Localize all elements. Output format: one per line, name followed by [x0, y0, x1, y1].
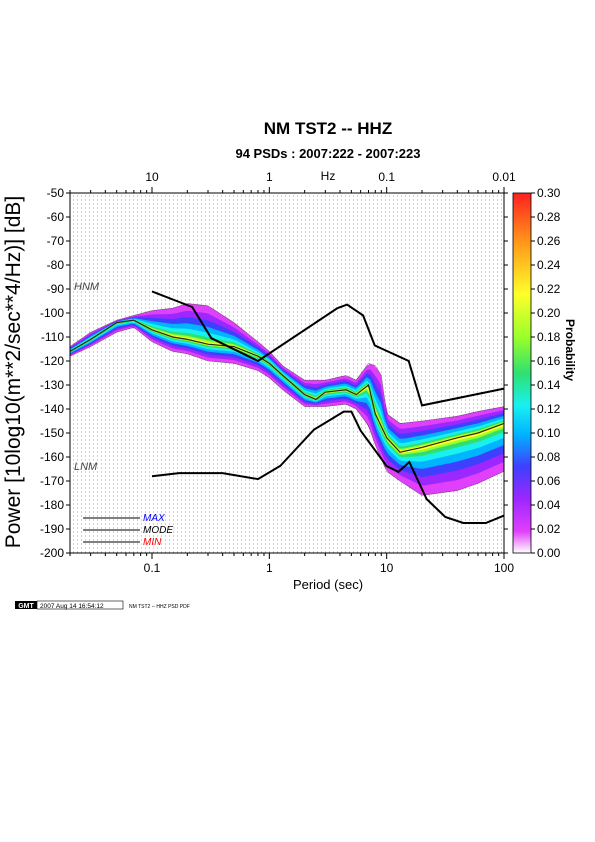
y-tick-label: -200 [40, 546, 64, 560]
legend-max-label: MAX [143, 513, 165, 524]
plot-frame [69, 192, 505, 554]
footer-caption: NM TST2 -- HHZ PSD PDF [129, 604, 190, 610]
y-tick-label: -180 [40, 498, 64, 512]
density-band-4 [70, 319, 504, 462]
colorbar-tick-label: 0.00 [537, 546, 561, 560]
top-tick-label: 0.1 [378, 170, 395, 184]
top-axis: 10 1 0.1 0.01 [145, 170, 516, 184]
x-tick-label: 100 [494, 561, 514, 575]
colorbar-tick-label: 0.20 [537, 306, 561, 320]
y-tick-label: -80 [47, 258, 65, 272]
legend-min-label: MIN [143, 537, 162, 548]
colorbar-tick-label: 0.04 [537, 498, 561, 512]
density-band-6 [70, 320, 504, 455]
footer: GMT 2007 Aug 14 16:54:12 NM TST2 -- HHZ … [15, 600, 190, 610]
colorbar-tick-label: 0.08 [537, 450, 561, 464]
psd-max-line [69, 303, 505, 424]
y-tick-label: -140 [40, 402, 64, 416]
probability-colorbar: 0.00 0.02 0.04 0.06 0.08 0.10 0.12 0.14 0.16 0.18… [512, 186, 561, 560]
colorbar-tick-label: 0.10 [537, 426, 561, 440]
y-tick-label: -70 [47, 234, 65, 248]
chart-title: NM TST2 -- HHZ [264, 119, 392, 138]
colorbar-gradient [512, 192, 532, 554]
density-band-5 [70, 319, 504, 458]
y-tick-label: -160 [40, 450, 64, 464]
colorbar-tick-label: 0.26 [537, 234, 561, 248]
psd-min-line [69, 327, 505, 496]
colorbar-tick-label: 0.06 [537, 474, 561, 488]
y-tick-label: -50 [47, 186, 65, 200]
gmt-logo-text: GMT [18, 603, 34, 610]
lnm-label: LNM [74, 461, 98, 473]
colorbar-tick-label: 0.28 [537, 210, 561, 224]
y-axis: -50 -60 -70 -80 -90 -100 -110 -120 -130 -140 -150 -… [40, 186, 508, 560]
y-tick-label: -190 [40, 522, 64, 536]
x-tick-label: 0.1 [144, 561, 161, 575]
footer-timestamp: 2007 Aug 14 16:54:12 [40, 603, 104, 610]
hnm-label: HNM [74, 281, 100, 293]
chart-legend: MAX MODE MIN [83, 513, 173, 548]
grid-dots [73, 195, 502, 553]
y-tick-label: -100 [40, 306, 64, 320]
lnm-line [151, 410, 505, 524]
y-tick-label: -150 [40, 426, 64, 440]
legend-mode-label: MODE [143, 525, 173, 536]
timestamp-box [36, 600, 124, 610]
top-tick-label: 0.01 [492, 170, 516, 184]
colorbar-tick-label: 0.18 [537, 330, 561, 344]
colorbar-tick-label: 0.02 [537, 522, 561, 536]
colorbar-tick-label: 0.22 [537, 282, 561, 296]
x-tick-label: 10 [380, 561, 394, 575]
y-tick-label: -120 [40, 354, 64, 368]
y-tick-label: -170 [40, 474, 64, 488]
gmt-logo [15, 601, 37, 609]
psd-density-layer [69, 303, 505, 496]
density-band-3 [70, 318, 504, 469]
noise-model-layer [151, 290, 505, 524]
colorbar-tick-label: 0.12 [537, 402, 561, 416]
colorbar-label: Probability [563, 319, 577, 381]
plot-grid [73, 195, 502, 553]
x-axis-label: Period (sec) [293, 577, 363, 592]
colorbar-tick-label: 0.14 [537, 378, 561, 392]
y-axis-label: Power [10log10(m**2/sec**4/Hz)] [dB] [2, 196, 25, 549]
top-axis-label: Hz [321, 169, 336, 183]
top-tick-label: 1 [266, 170, 273, 184]
x-tick-label: 1 [266, 561, 273, 575]
y-tick-label: -60 [47, 210, 65, 224]
top-tick-label: 10 [145, 170, 159, 184]
y-tick-label: -130 [40, 378, 64, 392]
colorbar-tick-label: 0.16 [537, 354, 561, 368]
colorbar-tick-label: 0.30 [537, 186, 561, 200]
psd-mode-line [69, 319, 505, 453]
y-tick-label: -110 [41, 330, 64, 344]
y-tick-label: -90 [47, 282, 65, 296]
chart-subtitle: 94 PSDs : 2007:222 - 2007:223 [235, 146, 420, 161]
x-axis: 0.1 1 10 100 [69, 187, 514, 575]
colorbar-tick-label: 0.24 [537, 258, 561, 272]
hnm-line [151, 290, 505, 407]
